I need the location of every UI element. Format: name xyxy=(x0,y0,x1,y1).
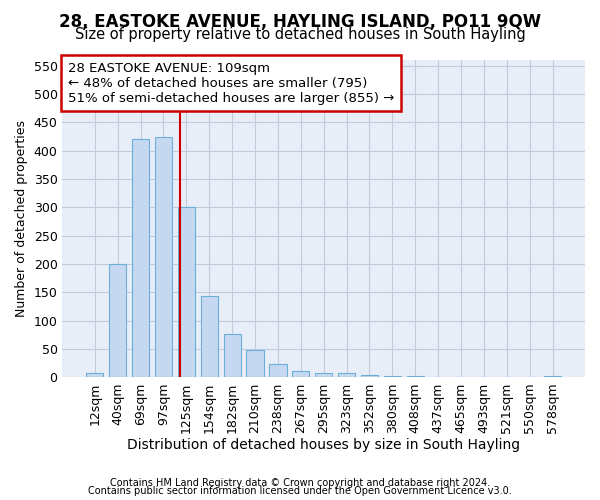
Bar xyxy=(224,334,241,378)
Bar xyxy=(384,376,401,378)
Bar xyxy=(269,364,287,378)
Bar xyxy=(86,373,103,378)
Text: Contains public sector information licensed under the Open Government Licence v3: Contains public sector information licen… xyxy=(88,486,512,496)
Bar xyxy=(292,370,310,378)
Text: Size of property relative to detached houses in South Hayling: Size of property relative to detached ho… xyxy=(74,28,526,42)
X-axis label: Distribution of detached houses by size in South Hayling: Distribution of detached houses by size … xyxy=(127,438,520,452)
Bar xyxy=(407,376,424,378)
Bar xyxy=(247,350,263,378)
Bar xyxy=(544,376,561,378)
Bar xyxy=(361,375,378,378)
Bar xyxy=(315,373,332,378)
Text: 28 EASTOKE AVENUE: 109sqm
← 48% of detached houses are smaller (795)
51% of semi: 28 EASTOKE AVENUE: 109sqm ← 48% of detac… xyxy=(68,62,394,104)
Bar xyxy=(338,374,355,378)
Bar xyxy=(109,264,126,378)
Bar xyxy=(178,208,195,378)
Text: 28, EASTOKE AVENUE, HAYLING ISLAND, PO11 9QW: 28, EASTOKE AVENUE, HAYLING ISLAND, PO11… xyxy=(59,12,541,30)
Text: Contains HM Land Registry data © Crown copyright and database right 2024.: Contains HM Land Registry data © Crown c… xyxy=(110,478,490,488)
Bar xyxy=(132,140,149,378)
Bar xyxy=(200,296,218,378)
Bar xyxy=(155,136,172,378)
Y-axis label: Number of detached properties: Number of detached properties xyxy=(15,120,28,317)
